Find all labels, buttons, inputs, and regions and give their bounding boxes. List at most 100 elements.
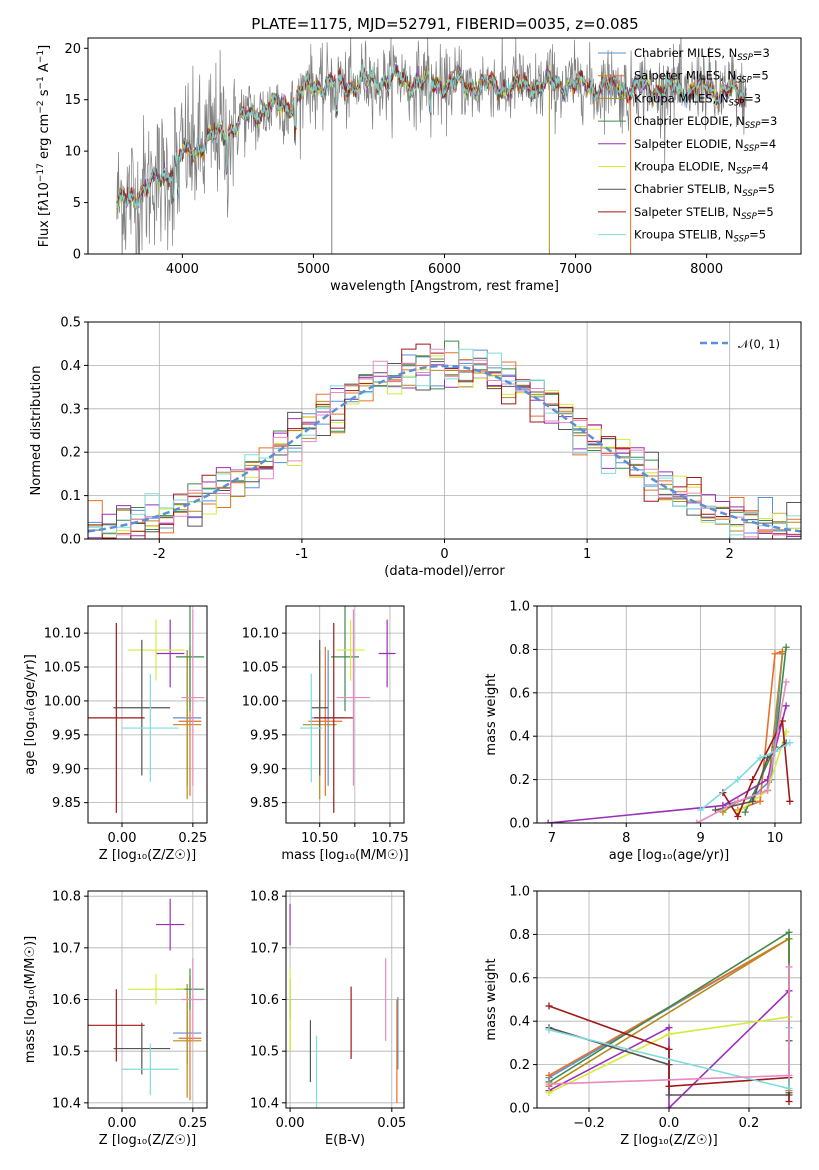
y-tick-label: 10.8: [250, 890, 279, 905]
model-spectrum-kroupa_stelib: [116, 64, 747, 212]
series-line-salpeter_elodie: [548, 705, 787, 823]
x-tick-label: 0.00: [108, 1116, 137, 1131]
x-tick-label: 0.00: [108, 831, 137, 846]
y-tick-label: 0.0: [509, 1102, 530, 1117]
x-tick-label: 7: [548, 831, 556, 846]
series-marker-salpeter_elodie: [782, 702, 790, 710]
y-tick-label: 0.0: [60, 533, 81, 548]
histogram-pink: [88, 348, 801, 539]
y-tick-label: 10.05: [242, 661, 279, 676]
y-tick-label: 0.2: [509, 773, 530, 788]
age-vs-mass-panel: 10.50 10.75 9.85 9.90 9.95 10.00 10.05 10.10 mas…: [242, 605, 409, 863]
x-tick-label: 1: [583, 547, 591, 562]
series-line-pink: [696, 681, 787, 823]
plot-area: [116, 38, 747, 254]
y-axis-label: Normed distribution: [29, 366, 44, 496]
series-marker-salpeter_stelib: [749, 776, 757, 784]
y-tick-label: 10.00: [242, 694, 279, 709]
series-marker-kroupa_stelib: [734, 776, 742, 784]
massweight-vs-age-panel: 7 8 9 10 0.0 0.2 0.4 0.6 0.8 1.0 age [log₁₀(age/yr…: [484, 600, 802, 863]
y-tick-label: 10.8: [52, 890, 81, 905]
series-marker-pink: [785, 1071, 793, 1079]
x-tick-label: 2: [726, 547, 734, 562]
mass-vs-metallicity-panel: 0.00 0.25 10.4 10.5 10.6 10.7 10.8 Z [log₁₀(Z/Z…: [23, 890, 208, 1148]
y-tick-label: 0.2: [60, 446, 81, 461]
legend-label: Salpeter ELODIE, NSSP=4: [634, 137, 776, 154]
x-axis-label: mass [log₁₀(M/M☉)]: [281, 848, 408, 863]
y-tick-label: 0.4: [60, 359, 81, 374]
y-tick-label: 9.85: [250, 796, 279, 811]
y-axis-label: mass weight: [484, 673, 499, 755]
series-marker-salpeter_stelib: [545, 1002, 553, 1010]
x-axis-label: Z [log₁₀(Z/Z☉)]: [620, 1133, 717, 1148]
y-tick-label: 15: [64, 93, 81, 108]
series-marker-chabrier_stelib: [749, 797, 757, 805]
series-marker-kroupa_elodie: [545, 1089, 553, 1097]
series-marker-salpeter_elodie: [665, 1024, 673, 1032]
series-marker-salpeter_miles: [771, 650, 779, 658]
y-tick-label: 0.2: [509, 1058, 530, 1073]
y-tick-label: 10.4: [52, 1096, 81, 1111]
y-tick-label: 1.0: [509, 885, 530, 900]
x-tick-label: 5000: [297, 262, 330, 277]
series-marker-kroupa_stelib: [545, 1026, 553, 1034]
y-tick-label: 0.8: [509, 928, 530, 943]
x-tick-label: 8000: [690, 262, 723, 277]
series-marker-pink: [785, 963, 793, 971]
x-tick-label: 9: [696, 831, 704, 846]
series-marker-salpeter_stelib: [785, 1097, 793, 1105]
y-tick-label: 0.5: [60, 316, 81, 331]
age-vs-metallicity-panel: 0.00 0.25 9.85 9.90 9.95 10.00 10.05 10.10 Z [lo…: [23, 605, 208, 863]
y-tick-label: 10.4: [250, 1096, 279, 1111]
legend-label: Kroupa STELIB, NSSP=5: [634, 228, 766, 245]
series-marker-chabrier_elodie: [741, 808, 749, 816]
y-tick-label: 0.0: [509, 817, 530, 832]
plot-area: [545, 928, 793, 1108]
axes-frame: [87, 605, 208, 824]
y-tick-label: 10.10: [242, 627, 279, 642]
y-tick-label: 9.90: [250, 762, 279, 777]
x-tick-label: 0.25: [178, 1116, 207, 1131]
y-tick-label: 10: [64, 145, 81, 160]
y-tick-label: 10.10: [44, 627, 81, 642]
x-axis-label: wavelength [Angstrom, rest frame]: [330, 279, 559, 294]
y-tick-label: 10.7: [250, 941, 279, 956]
legend-label: Salpeter MILES, NSSP=5: [634, 69, 769, 86]
plot-area: [88, 606, 205, 813]
y-tick-label: 0.6: [509, 686, 530, 701]
x-tick-label: -2: [153, 547, 166, 562]
y-tick-label: 9.90: [52, 762, 81, 777]
series-marker-pink: [764, 786, 772, 794]
series-marker-kroupa_stelib: [756, 754, 764, 762]
y-tick-label: 0: [73, 248, 81, 263]
x-axis-label: age [log₁₀(age/yr)]: [609, 848, 730, 863]
y-tick-label: 9.95: [250, 728, 279, 743]
y-tick-label: 0.4: [509, 1015, 530, 1030]
series-marker-salpeter_elodie: [665, 1104, 673, 1108]
x-axis-label: Z [log₁₀(Z/Z☉)]: [99, 848, 196, 863]
y-axis-label: mass [log₁₀(M/M☉)]: [23, 936, 38, 1063]
legend-label: Chabrier ELODIE, NSSP=3: [634, 114, 777, 131]
legend-label: Chabrier MILES, NSSP=3: [634, 46, 770, 63]
x-tick-label: 10.50: [301, 831, 338, 846]
page-title: PLATE=1175, MJD=52791, FIBERID=0035, z=0…: [251, 15, 638, 33]
series-marker-kroupa_stelib: [785, 1084, 793, 1092]
x-tick-label: 0.05: [377, 1116, 406, 1131]
series-marker-chabrier_stelib: [764, 754, 772, 762]
x-axis-label: (data-model)/error: [384, 564, 505, 579]
y-tick-label: 0.8: [509, 643, 530, 658]
y-axis-label: mass weight: [484, 958, 499, 1040]
plot-area: [88, 340, 801, 539]
gaussian-curve: [88, 364, 801, 533]
legend-label: Chabrier STELIB, NSSP=5: [634, 182, 775, 199]
series-marker-kroupa_stelib: [697, 806, 705, 814]
y-tick-label: 20: [64, 42, 81, 57]
series-marker-chabrier_stelib: [665, 1091, 673, 1099]
axes-frame: [536, 605, 802, 824]
x-tick-label: -1: [295, 547, 308, 562]
x-tick-label: 0.2: [739, 1116, 760, 1131]
y-tick-label: 0.4: [509, 730, 530, 745]
axes-frame: [285, 605, 405, 824]
series-marker-pink: [545, 1080, 553, 1088]
